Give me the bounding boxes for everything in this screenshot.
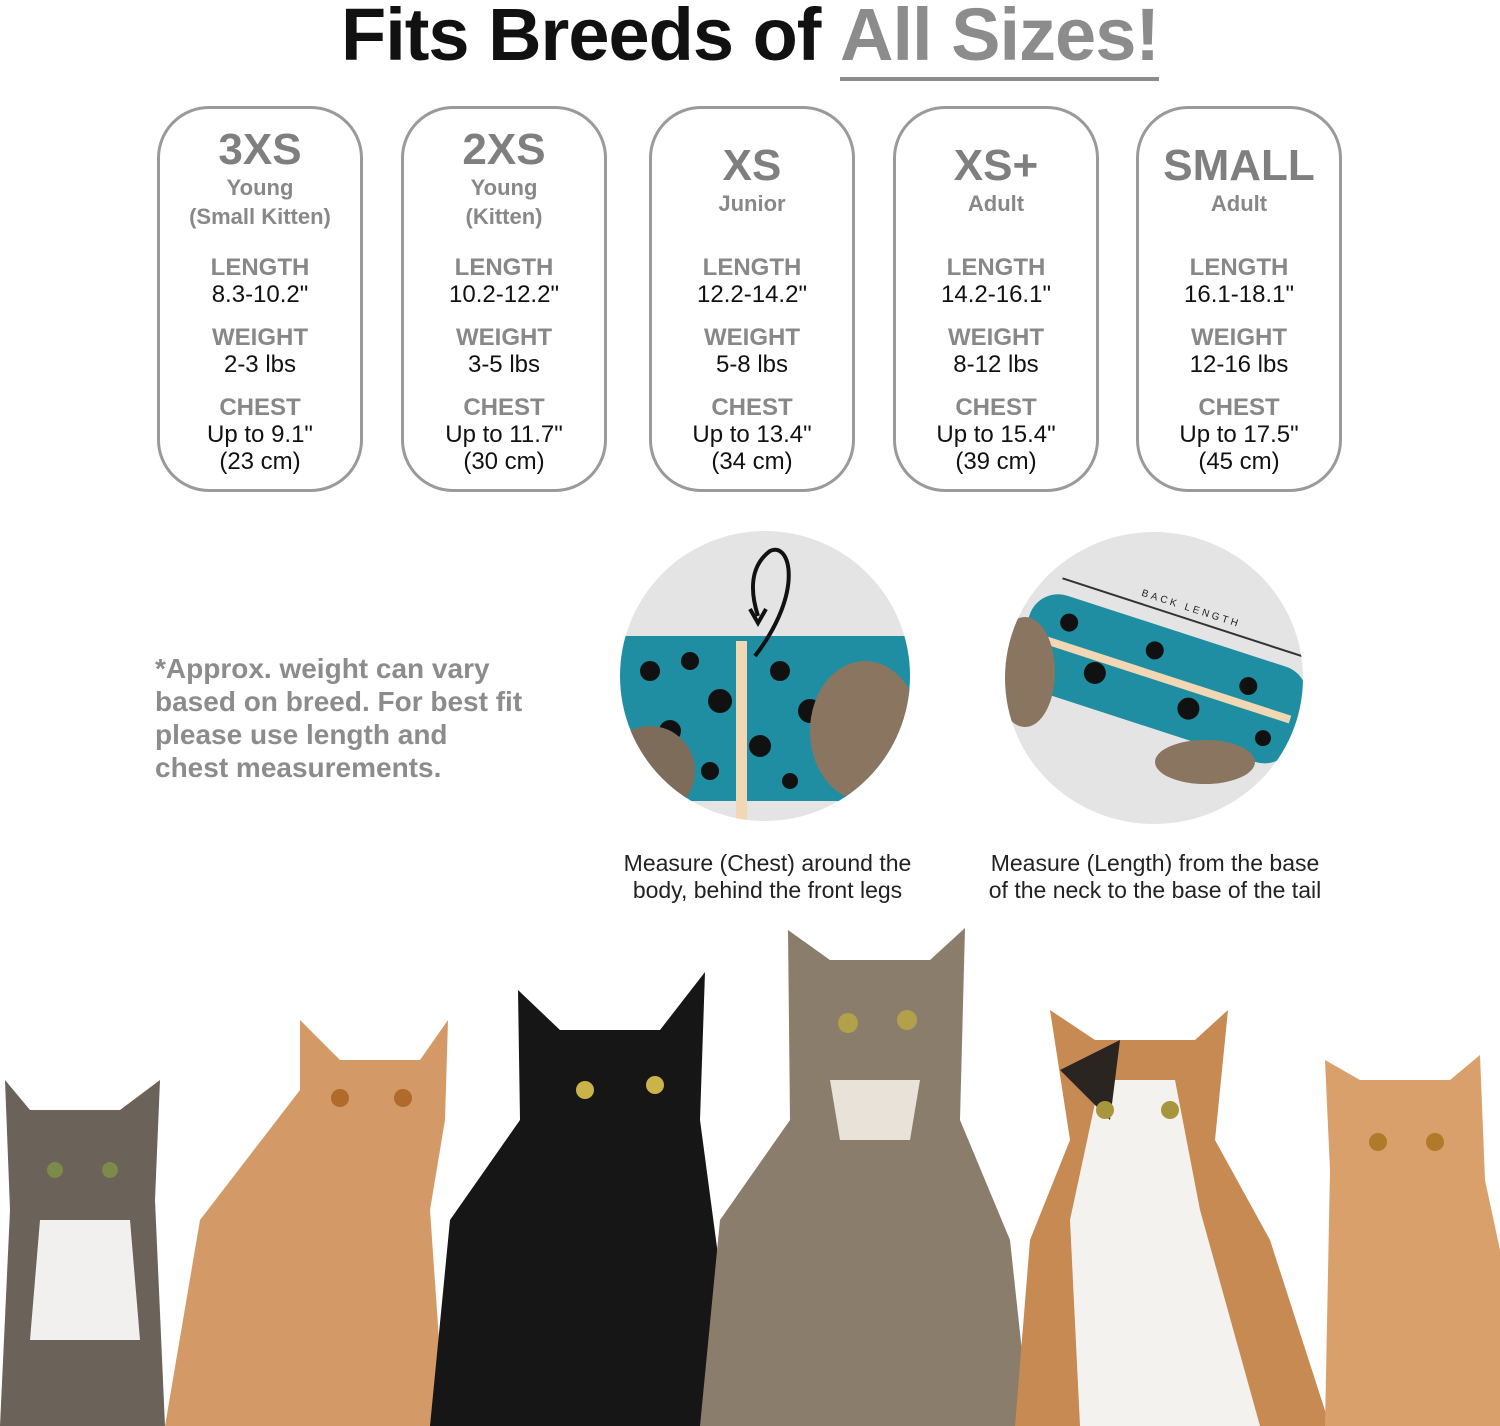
- length-label: LENGTH: [454, 254, 554, 281]
- chest-cm-value: (34 cm): [711, 448, 793, 475]
- chest-label: CHEST: [219, 394, 301, 421]
- size-card-xs-plus: XS+ Adult LENGTH 14.2-16.1" WEIGHT 8-12 lb…: [893, 106, 1099, 492]
- note-line: please use length and: [155, 719, 448, 750]
- page-title: Fits Breeds of All Sizes!: [0, 0, 1500, 81]
- size-card-xs: XS Junior LENGTH 12.2-14.2" WEIGHT 5-8 lbs…: [649, 106, 855, 492]
- arrow-icon: [751, 547, 791, 658]
- size-age-detail: (Small Kitten): [189, 204, 331, 229]
- caption-line: of the neck to the base of the tail: [988, 877, 1322, 903]
- length-measure-photo: BACK LENGTH: [1005, 532, 1303, 824]
- weight-label: WEIGHT: [948, 324, 1044, 351]
- chest-cm-value: (23 cm): [219, 448, 301, 475]
- caption-line: Measure (Chest) around the: [623, 850, 912, 876]
- size-age: Adult: [967, 191, 1025, 216]
- cat-orange-kitten: [165, 1020, 448, 1426]
- size-name: SMALL: [1163, 141, 1315, 190]
- note-line: based on breed. For best fit: [155, 686, 523, 717]
- cat-black: [430, 972, 720, 1426]
- size-card-small: SMALL Adult LENGTH 16.1-18.1" WEIGHT 12-16…: [1136, 106, 1342, 492]
- weight-value: 8-12 lbs: [953, 351, 1039, 378]
- weight-value: 5-8 lbs: [715, 351, 789, 378]
- chest-label: CHEST: [711, 394, 793, 421]
- title-accent: All Sizes!: [840, 0, 1160, 81]
- note-line: chest measurements.: [155, 752, 442, 783]
- size-name: 2XS: [462, 125, 546, 174]
- weight-label: WEIGHT: [456, 324, 552, 351]
- length-label: LENGTH: [1189, 254, 1289, 281]
- chest-label: CHEST: [1198, 394, 1280, 421]
- title-main: Fits Breeds of: [341, 0, 840, 76]
- size-age: Young: [226, 175, 294, 200]
- length-value: 12.2-14.2": [697, 281, 807, 308]
- chest-value: Up to 17.5": [1179, 421, 1299, 448]
- cat-calico: [1015, 1010, 1330, 1426]
- weight-value: 12-16 lbs: [1189, 351, 1289, 378]
- size-name: XS+: [953, 141, 1039, 190]
- size-name: XS: [722, 141, 782, 190]
- weight-value: 3-5 lbs: [467, 351, 541, 378]
- size-age: Young: [470, 175, 538, 200]
- length-label: LENGTH: [702, 254, 802, 281]
- weight-note: *Approx. weight can vary based on breed.…: [155, 652, 522, 784]
- chest-label: CHEST: [463, 394, 545, 421]
- caption-line: body, behind the front legs: [632, 877, 903, 903]
- size-name: 3XS: [218, 125, 302, 174]
- chest-photo-illustration: [620, 547, 910, 821]
- size-age: Adult: [1210, 191, 1268, 216]
- length-value: 10.2-12.2": [449, 281, 559, 308]
- chest-value: Up to 13.4": [692, 421, 812, 448]
- size-card-3xs: 3XS Young (Small Kitten) LENGTH 8.3-10.2"…: [157, 106, 363, 492]
- chest-cm-value: (45 cm): [1198, 448, 1280, 475]
- size-age-detail: (Kitten): [465, 204, 543, 229]
- note-line: *Approx. weight can vary: [155, 653, 490, 684]
- size-age: Junior: [718, 191, 786, 216]
- weight-label: WEIGHT: [1191, 324, 1287, 351]
- chest-measure-photo: [620, 531, 910, 821]
- chest-caption: Measure (Chest) around the body, behind …: [600, 850, 935, 904]
- chest-cm-value: (30 cm): [463, 448, 545, 475]
- length-label: LENGTH: [946, 254, 1046, 281]
- chest-value: Up to 11.7": [445, 421, 563, 448]
- length-value: 14.2-16.1": [941, 281, 1051, 308]
- length-photo-illustration: BACK LENGTH: [1005, 577, 1303, 784]
- length-label: LENGTH: [210, 254, 310, 281]
- chest-label: CHEST: [955, 394, 1037, 421]
- weight-value: 2-3 lbs: [223, 351, 297, 378]
- weight-label: WEIGHT: [704, 324, 800, 351]
- length-caption: Measure (Length) from the base of the ne…: [955, 850, 1355, 904]
- caption-line: Measure (Length) from the base: [990, 850, 1320, 876]
- chest-value: Up to 15.4": [936, 421, 1056, 448]
- cat-tabby-kitten: [0, 1080, 165, 1426]
- cat-orange-tabby: [1325, 1055, 1500, 1426]
- length-value: 8.3-10.2": [211, 281, 309, 308]
- chest-cm-value: (39 cm): [955, 448, 1037, 475]
- length-value: 16.1-18.1": [1184, 281, 1294, 308]
- cats-photo: [0, 928, 1500, 1426]
- cat-maine-coon: [700, 928, 1030, 1426]
- weight-label: WEIGHT: [212, 324, 308, 351]
- chest-value: Up to 9.1": [207, 421, 313, 448]
- size-card-2xs: 2XS Young (Kitten) LENGTH 10.2-12.2" WEIG…: [401, 106, 607, 492]
